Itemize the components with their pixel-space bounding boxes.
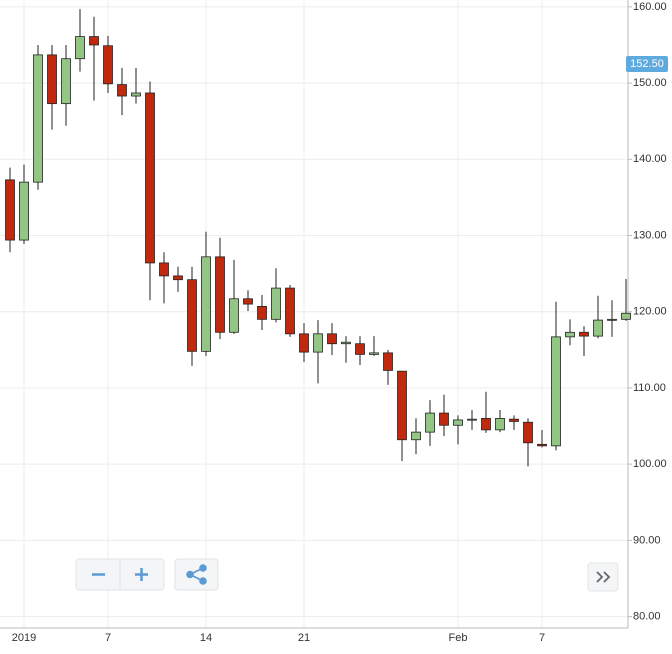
candle-body [509, 418, 519, 422]
y-tick-label: 130.00 [633, 229, 667, 241]
y-tick-label: 110.00 [633, 382, 666, 394]
candle-body [551, 336, 561, 447]
candle-body [187, 279, 197, 352]
candle-body [215, 256, 225, 333]
candle-body [579, 331, 589, 337]
candle-body [117, 84, 127, 97]
candle-body [257, 305, 267, 320]
candle-body [383, 352, 393, 371]
x-tick-label: 7 [539, 632, 545, 644]
candle-body [173, 275, 183, 281]
candle-body [369, 352, 379, 355]
y-tick-label: 150.00 [633, 77, 667, 89]
candle-body [313, 333, 323, 353]
scroll-icon [596, 571, 611, 583]
candle-body [131, 92, 141, 97]
last-price-label: 152.50 [630, 58, 664, 70]
x-tick-label: Feb [449, 632, 468, 644]
x-tick-label: 21 [298, 632, 310, 644]
share-button[interactable] [174, 558, 219, 591]
candle-body [397, 370, 407, 441]
candle-body [439, 412, 449, 426]
x-tick-label: 7 [105, 632, 111, 644]
candle-body [341, 341, 351, 345]
candle-body [229, 298, 239, 333]
candle-body [467, 418, 477, 421]
candle-body [327, 333, 337, 345]
candle-body [201, 256, 211, 352]
candle-body [355, 343, 365, 355]
candle-body [411, 431, 421, 441]
candle-body [61, 58, 71, 105]
last-price-box [626, 56, 668, 73]
candle-body [89, 36, 99, 46]
zoom-buttons [75, 558, 619, 592]
y-tick-label: 80.00 [633, 610, 661, 622]
candle-body [607, 318, 617, 321]
candle-body [159, 262, 169, 277]
candle-body [621, 312, 631, 320]
candle-body [47, 54, 57, 105]
x-tick-label: 2019 [12, 632, 36, 644]
candle-body [565, 331, 575, 338]
share-icon [186, 564, 207, 585]
candle-body [425, 412, 435, 433]
y-tick-label: 140.00 [633, 153, 667, 165]
candle-body [271, 287, 281, 320]
candle-body [453, 419, 463, 426]
y-tick-label: 100.00 [633, 458, 667, 470]
y-tick-label: 120.00 [633, 306, 667, 318]
candle-body [75, 36, 85, 60]
y-tick-label: 90.00 [633, 534, 661, 546]
candle-body [145, 92, 155, 264]
candle-body [481, 418, 491, 431]
candle-body [495, 418, 505, 431]
candle-body [299, 333, 309, 353]
grid [0, 0, 628, 628]
candle-body [33, 54, 43, 183]
candle-body [19, 181, 29, 241]
candle-body [103, 45, 113, 85]
y-tick-label: 160.00 [633, 1, 667, 13]
x-tick-label: 14 [200, 632, 212, 644]
candle-body [593, 319, 603, 337]
candle-body [5, 179, 15, 241]
zoom-in-button[interactable] [135, 568, 148, 581]
candle-body [523, 421, 533, 444]
candle-body [285, 287, 295, 335]
candle-body [537, 443, 547, 447]
candle-body [243, 298, 253, 305]
